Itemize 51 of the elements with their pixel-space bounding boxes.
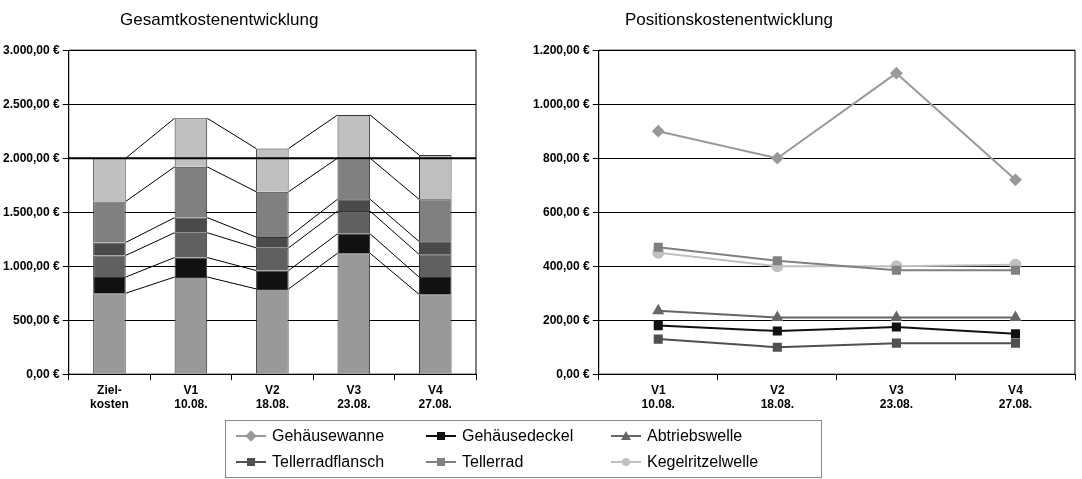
y-tick-label: 600,00 € xyxy=(543,204,591,219)
point xyxy=(772,326,782,336)
point xyxy=(1010,338,1020,348)
y-tick-label: 3.000,00 € xyxy=(3,42,61,57)
point xyxy=(1010,265,1020,275)
point xyxy=(1009,173,1022,186)
y-tick-label: 1.000,00 € xyxy=(533,96,591,111)
point xyxy=(891,322,901,332)
point xyxy=(772,256,782,266)
legend-label: Tellerrad xyxy=(462,453,524,471)
point xyxy=(1010,311,1021,321)
y-tick-label: 0,00 € xyxy=(26,366,61,381)
point xyxy=(652,125,665,138)
x-tick-label: V1 10.08. xyxy=(174,382,208,412)
x-tick-label: V2 18.08. xyxy=(255,382,290,412)
point xyxy=(653,321,663,331)
point xyxy=(1010,329,1020,339)
legend-label: Kegelritzelwelle xyxy=(647,453,759,471)
x-tick-label: V2 18.08. xyxy=(760,382,795,412)
y-tick-label: 500,00 € xyxy=(13,312,61,327)
y-tick-label: 800,00 € xyxy=(543,150,591,165)
legend-label: Abtriebswelle xyxy=(647,427,743,445)
x-tick-label: Ziel- kosten xyxy=(90,382,129,412)
y-tick-label: 1.500,00 € xyxy=(3,204,61,219)
x-tick-label: V4 27.08. xyxy=(418,382,452,412)
x-tick-label: V4 27.08. xyxy=(998,382,1033,412)
y-tick-label: 200,00 € xyxy=(543,312,591,327)
point xyxy=(891,311,902,321)
y-tick-label: 400,00 € xyxy=(543,258,591,273)
point xyxy=(771,152,784,165)
point xyxy=(653,242,663,252)
y-tick-label: 1.000,00 € xyxy=(3,258,61,273)
y-tick-label: 2.000,00 € xyxy=(3,150,61,165)
legend-label: Tellerradflansch xyxy=(272,453,385,471)
chart-title: Gesamtkostenentwicklung xyxy=(120,10,319,30)
x-tick-label: V1 10.08. xyxy=(641,382,675,412)
point xyxy=(771,311,783,321)
x-tick-label: V3 23.08. xyxy=(879,382,914,412)
point xyxy=(890,67,903,80)
point xyxy=(652,304,664,315)
legend-label: Gehäusedeckel xyxy=(462,427,574,445)
point xyxy=(653,334,663,344)
legend-label: Gehäusewanne xyxy=(272,427,385,445)
x-tick-label: V3 23.08. xyxy=(337,382,371,412)
point xyxy=(772,342,782,352)
y-tick-label: 0,00 € xyxy=(556,366,591,381)
y-tick-label: 1.200,00 € xyxy=(533,42,591,57)
point xyxy=(891,338,901,348)
y-tick-label: 2.500,00 € xyxy=(3,96,61,111)
point xyxy=(891,265,901,275)
chart-title: Positionskostenentwicklung xyxy=(625,10,833,30)
